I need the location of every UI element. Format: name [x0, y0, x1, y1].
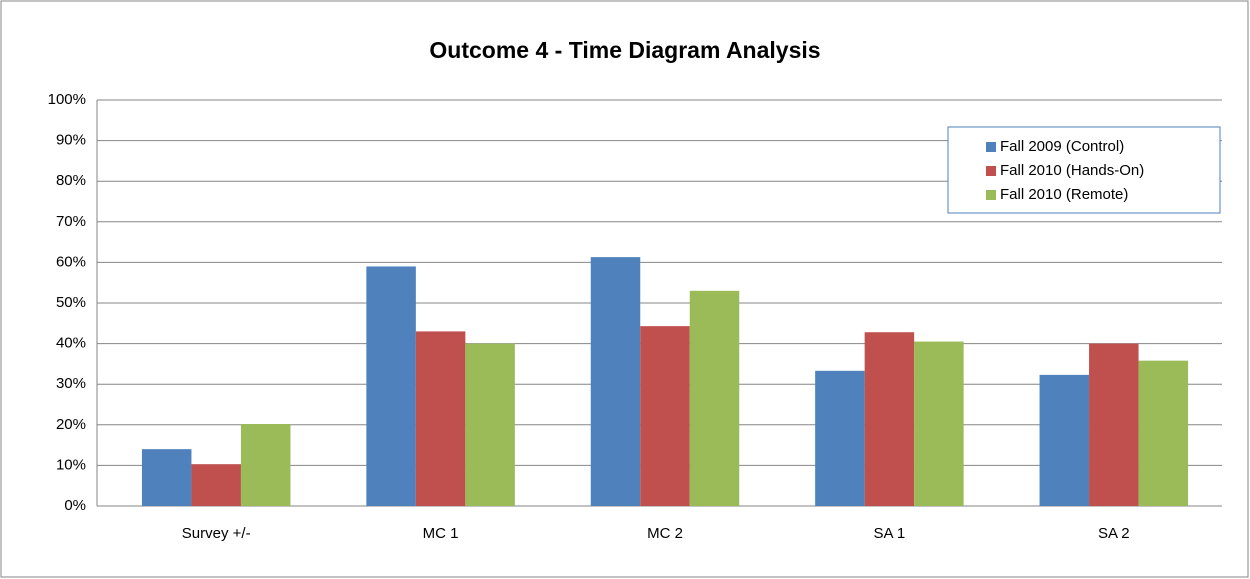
bar: [366, 266, 416, 506]
y-tick-label: 90%: [56, 132, 86, 149]
y-tick-label: 60%: [56, 253, 86, 270]
y-tick-label: 70%: [56, 213, 86, 230]
bar: [1039, 374, 1090, 506]
x-tick-label: Survey +/-: [182, 525, 251, 542]
bar: [1089, 343, 1139, 506]
legend-swatch: [986, 166, 996, 176]
bar: [914, 341, 964, 506]
bar: [240, 423, 291, 506]
x-tick-label: MC 2: [647, 525, 683, 542]
bar: [1138, 360, 1189, 506]
legend-label: Fall 2010 (Remote): [1000, 186, 1128, 203]
y-tick-label: 40%: [56, 335, 86, 352]
y-tick-label: 80%: [56, 172, 86, 189]
y-tick-label: 0%: [64, 497, 86, 514]
legend-swatch: [986, 142, 996, 152]
y-tick-label: 10%: [56, 456, 86, 473]
x-tick-label: SA 2: [1098, 525, 1130, 542]
x-tick-label: MC 1: [423, 525, 459, 542]
y-tick-label: 100%: [48, 91, 86, 108]
bar: [689, 290, 740, 506]
legend-swatch: [986, 190, 996, 200]
bar: [640, 326, 690, 506]
x-tick-label: SA 1: [874, 525, 906, 542]
bar: [415, 331, 466, 506]
legend-label: Fall 2009 (Control): [1000, 138, 1124, 155]
bar: [815, 370, 865, 506]
bar: [465, 343, 515, 506]
y-tick-label: 30%: [56, 375, 86, 392]
bar: [864, 332, 915, 506]
bar: [590, 257, 641, 506]
legend-label: Fall 2010 (Hands-On): [1000, 162, 1144, 179]
y-tick-label: 50%: [56, 294, 86, 311]
bar: [191, 464, 241, 506]
chart-title: Outcome 4 - Time Diagram Analysis: [429, 37, 820, 63]
y-tick-label: 20%: [56, 416, 86, 433]
bar: [141, 449, 192, 506]
